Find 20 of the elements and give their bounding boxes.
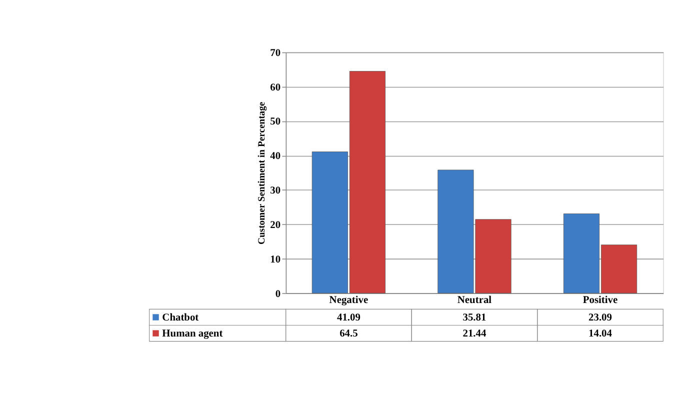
y-tick-label: 50 — [270, 116, 281, 128]
x-tick-label: Negative — [329, 295, 368, 306]
y-tick-label: 10 — [270, 254, 281, 266]
x-tick-label: Positive — [582, 295, 618, 306]
y-tick-label: 20 — [270, 220, 281, 231]
y-tick-label: 40 — [270, 151, 281, 162]
legend-label: Human agent — [162, 328, 224, 340]
y-tick-label: 0 — [275, 288, 281, 300]
x-tick-label: Neutral — [457, 295, 492, 306]
y-tick-label: 60 — [270, 82, 281, 94]
data-label: 14.04 — [588, 328, 613, 340]
data-label: 23.09 — [588, 312, 612, 324]
data-label: 35.81 — [462, 312, 486, 324]
legend-label: Chatbot — [162, 312, 200, 324]
y-tick-label: 30 — [270, 186, 281, 197]
data-label: 21.44 — [462, 328, 487, 340]
data-label: 64.5 — [340, 328, 358, 340]
y-tick-label: 70 — [270, 48, 281, 59]
data-label: 41.09 — [336, 312, 360, 324]
y-axis-title: Customer Sentiment in Percentage — [256, 101, 268, 244]
